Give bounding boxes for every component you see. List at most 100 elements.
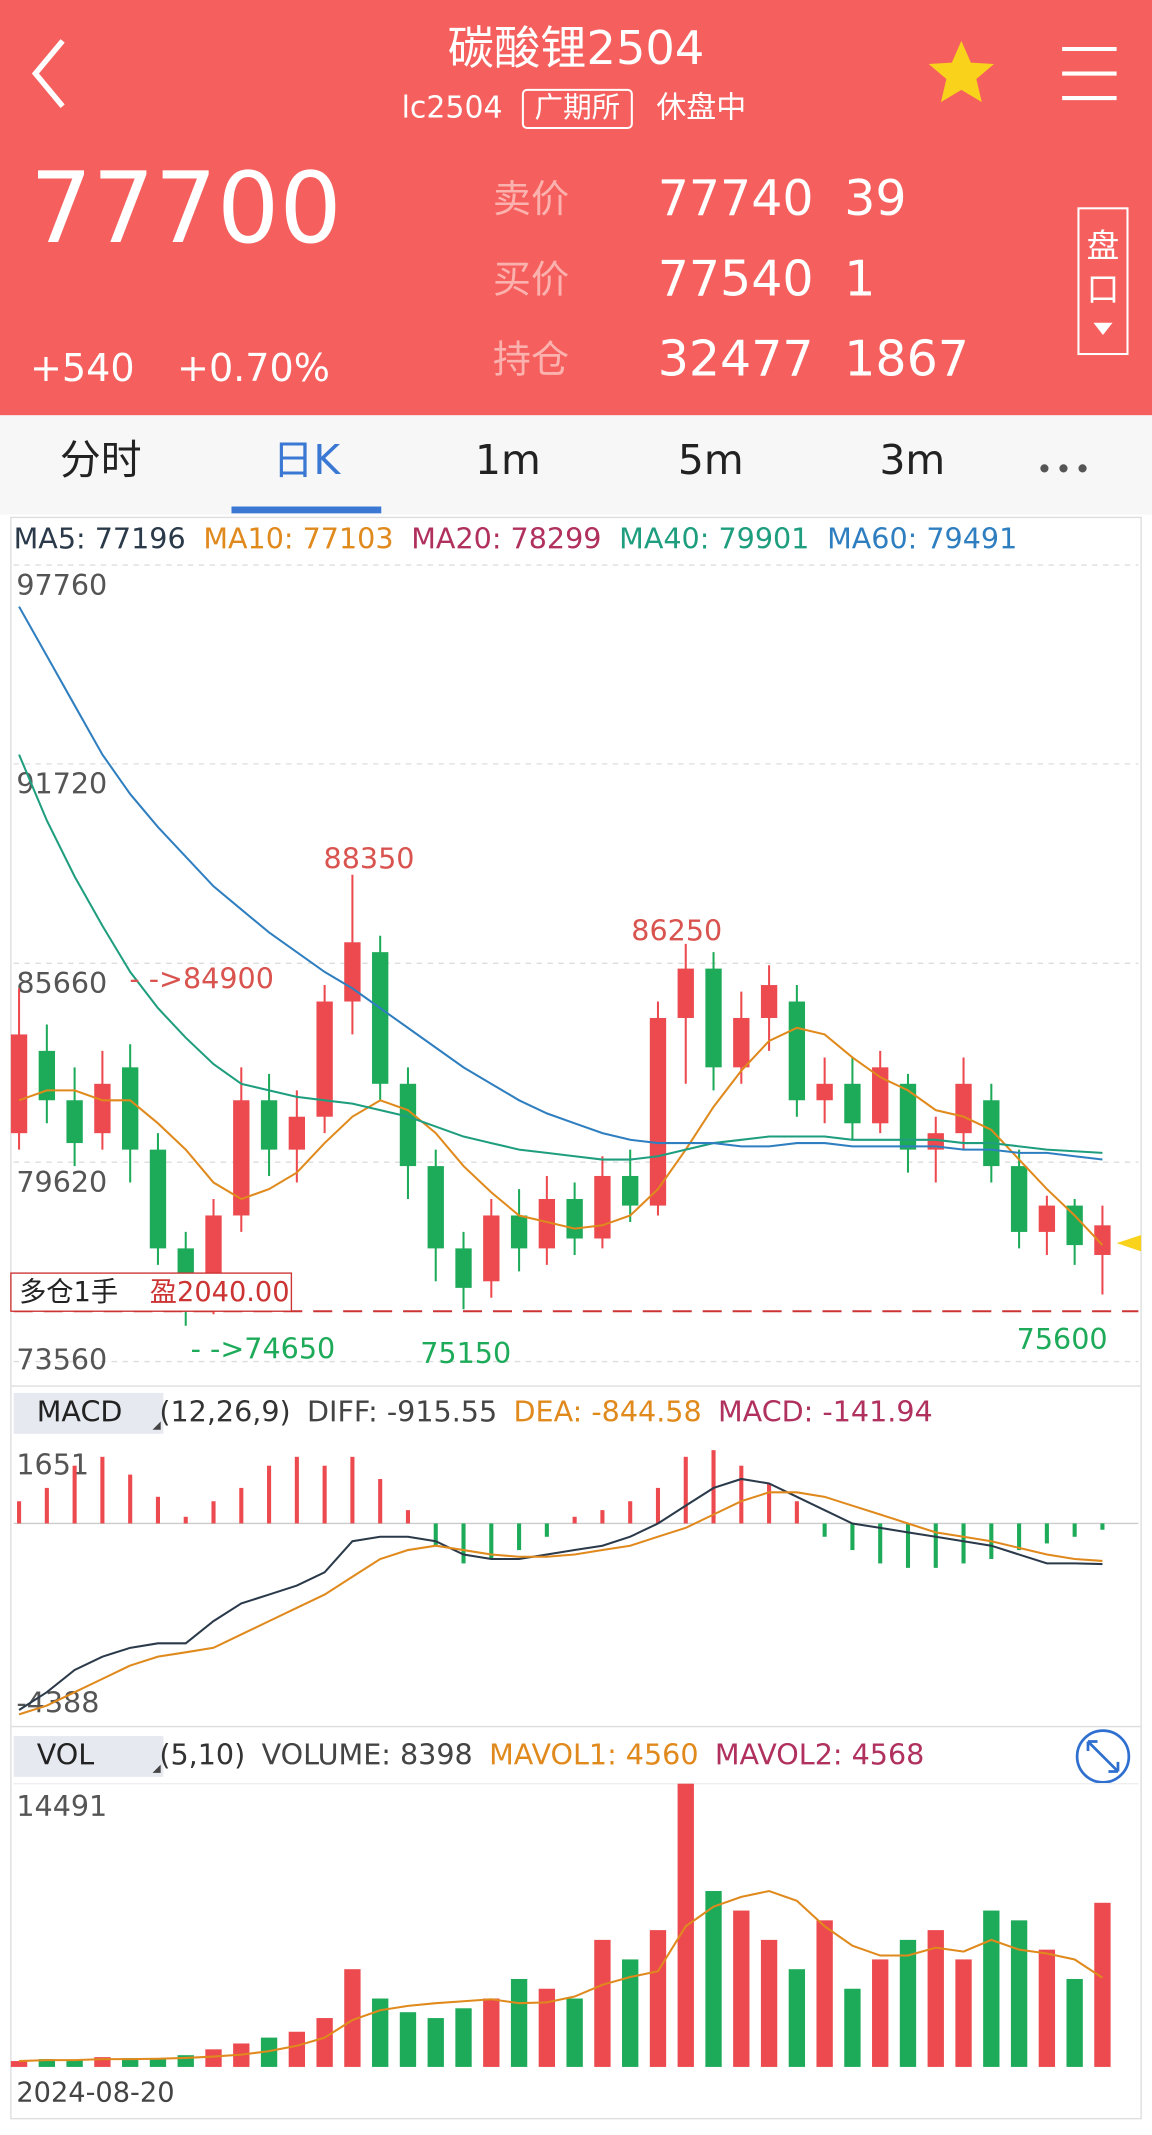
volume-bar	[538, 1988, 556, 2067]
candle-body	[788, 1001, 806, 1101]
macd-bar	[961, 1523, 966, 1564]
candle-body	[816, 1083, 833, 1101]
macd-bar	[322, 1465, 327, 1524]
position-tag	[10, 1272, 293, 1312]
macd-bar	[878, 1523, 883, 1564]
volume-bar	[760, 1939, 778, 2067]
volume-bar	[399, 2012, 417, 2067]
depth-label: 口	[1087, 270, 1120, 308]
macd-bar	[211, 1501, 216, 1524]
panel-label: (12,26,9)	[159, 1394, 290, 1428]
ma-line	[18, 1026, 1104, 1246]
panel-label: DIFF: -915.55	[307, 1394, 497, 1428]
y-tick-label: 85660	[16, 966, 107, 1000]
panel-label: VOLUME: 8398	[262, 1737, 473, 1771]
quote-qty: 1	[844, 250, 875, 307]
macd-bar	[294, 1456, 299, 1524]
macd-bar	[17, 1501, 22, 1524]
macd-bar	[822, 1523, 827, 1537]
macd-bar	[628, 1501, 633, 1524]
favorite-star[interactable]	[928, 40, 995, 103]
panel-label-bg	[13, 1736, 164, 1777]
volume-bar	[983, 1910, 1000, 2067]
panel-label: DEA: -844.58	[514, 1394, 702, 1428]
candle-body	[260, 1100, 278, 1150]
tab-underline	[231, 506, 382, 514]
candle-body	[983, 1100, 1000, 1167]
candle-body	[872, 1067, 889, 1124]
panel-label: MACD: -141.94	[718, 1394, 933, 1428]
macd-bar	[905, 1523, 911, 1568]
volume-bar	[872, 1959, 889, 2067]
volume-bar	[510, 1978, 528, 2067]
x-start-label: 2024-08-20	[16, 2078, 174, 2109]
expand-button[interactable]	[1075, 1729, 1131, 1784]
tab[interactable]: 1m	[475, 436, 541, 484]
volume-bar	[372, 1998, 389, 2067]
volume-bar	[899, 1939, 917, 2067]
volume-bar	[455, 2008, 472, 2067]
panel-label-bg	[13, 1392, 164, 1434]
ma-legend: MA60: 79491	[827, 522, 1017, 556]
macd-line	[18, 1477, 1103, 1711]
volume-bar	[1094, 1902, 1111, 2067]
candle-body	[10, 1034, 28, 1134]
volume-bar	[344, 1969, 361, 2067]
candle-body	[372, 952, 389, 1084]
volume-bar	[205, 2049, 222, 2067]
volume-bar	[1010, 1920, 1028, 2067]
tab[interactable]: 3m	[879, 436, 945, 484]
volume-bar	[427, 2018, 444, 2067]
tab[interactable]: 5m	[678, 436, 744, 484]
more-tabs[interactable]	[1040, 464, 1087, 473]
back-button[interactable]	[31, 39, 65, 108]
volume-bar	[483, 1998, 500, 2067]
candle-body	[399, 1083, 417, 1167]
depth-arrow	[1093, 322, 1113, 335]
candle-body	[594, 1175, 611, 1239]
candle-body	[677, 968, 694, 1018]
macd-bar	[544, 1523, 549, 1537]
macd-bar	[461, 1523, 466, 1564]
price-change-pct: +0.70%	[177, 346, 330, 390]
quote-label: 买价	[493, 257, 569, 301]
status: 休盘中	[656, 90, 746, 125]
panel-label: VOL	[37, 1737, 95, 1771]
volume-bar	[733, 1910, 750, 2067]
macd-bar	[489, 1523, 494, 1559]
macd-bar	[155, 1496, 160, 1524]
y-tick-label: 79620	[16, 1165, 107, 1199]
macd-bar	[72, 1465, 77, 1524]
tab[interactable]: 分时	[60, 436, 142, 484]
candle-body	[38, 1050, 56, 1101]
y-tick-label: 97760	[16, 568, 107, 602]
macd-bar	[1044, 1523, 1049, 1544]
volume-bar	[788, 1969, 806, 2067]
tab[interactable]: 日K	[273, 436, 342, 484]
macd-bar	[739, 1465, 744, 1524]
macd-bar	[350, 1456, 355, 1524]
y-tick-label: 1651	[16, 1447, 89, 1481]
quote-qty: 1867	[844, 331, 969, 388]
y-tick-label: 14491	[16, 1789, 107, 1823]
candle-body	[122, 1067, 139, 1150]
macd-bar	[239, 1487, 244, 1524]
exchange-box	[521, 88, 633, 130]
candle-body	[566, 1199, 583, 1239]
panel-label: MACD	[37, 1394, 123, 1428]
volume-bar	[288, 2031, 306, 2067]
ma-line	[18, 606, 1103, 1161]
candle-body	[483, 1215, 500, 1282]
macd-bar	[128, 1474, 133, 1524]
ma-legend: MA5: 77196	[14, 522, 186, 556]
quote-label: 持仓	[493, 338, 569, 382]
depth-button[interactable]	[1077, 207, 1129, 356]
price-annotation: - ->74650	[191, 1332, 336, 1366]
volume-bar	[38, 2059, 56, 2067]
volume-bar	[149, 2059, 167, 2067]
volume-bar	[927, 1930, 944, 2067]
candle-body	[622, 1175, 639, 1206]
mavol-line	[19, 1889, 1103, 2063]
candle-body	[66, 1100, 83, 1144]
menu-button[interactable]	[1062, 46, 1117, 101]
